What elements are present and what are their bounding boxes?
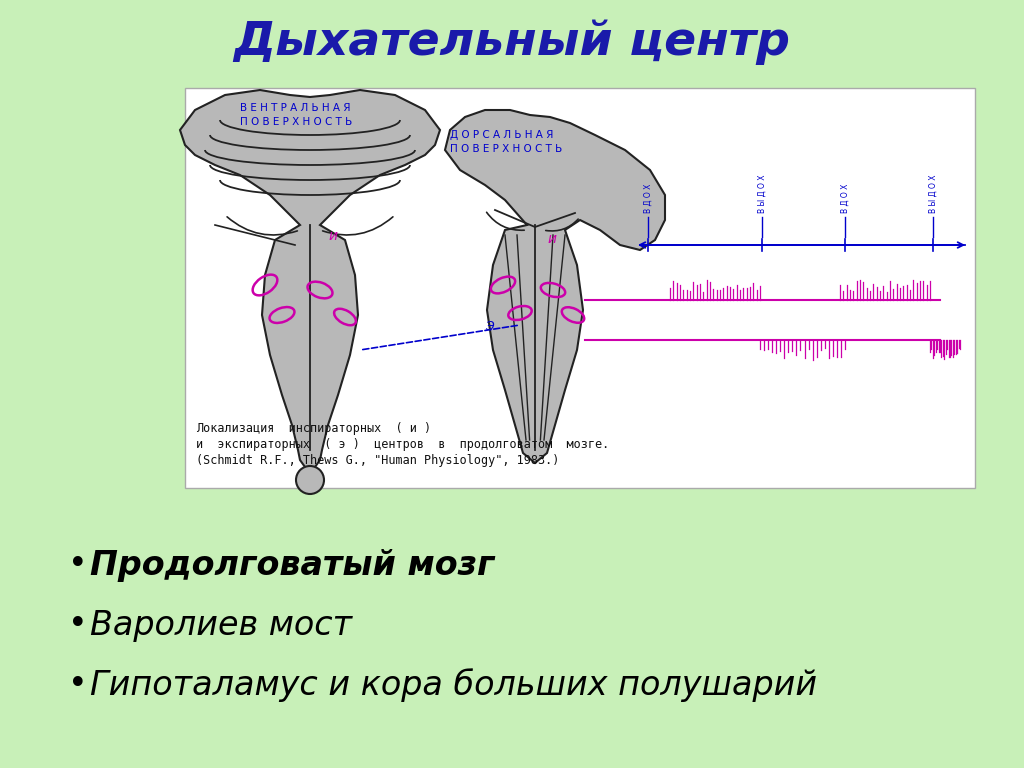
Text: В Ы Д О Х: В Ы Д О Х [758,174,767,213]
Text: Локализация  инспираторных  ( и ): Локализация инспираторных ( и ) [196,422,431,435]
Text: В Ы Д О Х: В Ы Д О Х [929,174,938,213]
Text: и: и [328,229,337,243]
Text: Дыхательный центр: Дыхательный центр [233,19,791,65]
Text: (Schmidt R.F., Thews G., "Human Physiology", 1983.): (Schmidt R.F., Thews G., "Human Physiolo… [196,454,559,467]
Text: Варолиев мост: Варолиев мост [90,608,352,641]
Text: Гипоталамус и кора больших полушарий: Гипоталамус и кора больших полушарий [90,668,817,702]
Text: и  экспираторных  ( э )  центров  в  продолговатом  мозге.: и экспираторных ( э ) центров в продолго… [196,438,609,451]
Text: В Д О Х: В Д О Х [643,184,652,213]
Text: Э: Э [485,320,494,333]
Text: Продолговатый мозг: Продолговатый мозг [90,548,495,581]
Bar [185,88,975,488]
Text: •: • [68,608,88,641]
Text: Д О Р С А Л Ь Н А Я
П О В Е Р Х Н О С Т Ь: Д О Р С А Л Ь Н А Я П О В Е Р Х Н О С Т … [450,130,562,154]
Polygon shape [180,90,440,470]
Text: В Е Н Т Р А Л Ь Н А Я
П О В Е Р Х Н О С Т Ь: В Е Н Т Р А Л Ь Н А Я П О В Е Р Х Н О С … [240,103,352,127]
Text: и: и [547,232,556,246]
Text: •: • [68,548,88,581]
Polygon shape [445,110,665,463]
Text: В Д О Х: В Д О Х [841,184,850,213]
Text: •: • [68,668,88,701]
Circle shape [296,466,324,494]
